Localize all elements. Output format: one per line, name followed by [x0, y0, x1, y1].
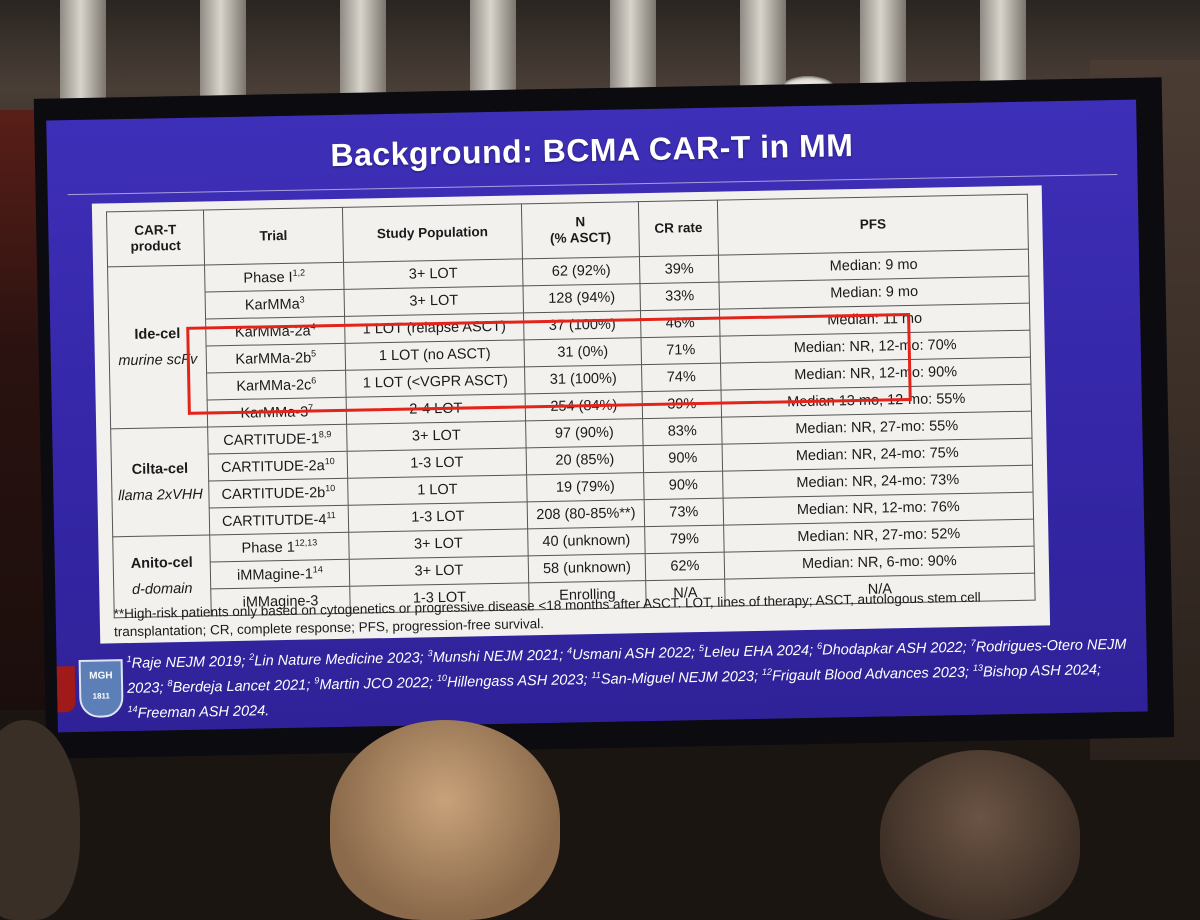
trial-name: CARTITUTDE-4 [222, 512, 327, 530]
reference-number: 12 [762, 667, 772, 677]
trial-ref: 1,2 [292, 268, 305, 278]
trial-ref: 10 [325, 456, 335, 466]
population-cell: 1 LOT [348, 475, 527, 505]
trial-name: KarMMa [245, 297, 300, 314]
reference-text: Martin JCO 2022; [319, 675, 437, 693]
presentation-slide: Background: BCMA CAR-T in MM CAR-T produ… [46, 100, 1148, 733]
reference-text: Raje NEJM 2019; [132, 654, 250, 672]
cr-rate-cell: 33% [640, 282, 720, 311]
header-product-line2: product [130, 238, 181, 254]
n-cell: 62 (92%) [522, 257, 639, 286]
trial-ref: 14 [313, 564, 323, 574]
reference-number: 10 [437, 673, 447, 683]
population-cell: 3+ LOT [344, 286, 523, 316]
logo-year: 1811 [81, 691, 121, 702]
reference-text: Leleu EHA 2024; [704, 643, 817, 661]
n-cell: 40 (unknown) [528, 527, 645, 556]
reference-text: Dhodapkar ASH 2022; [822, 640, 971, 659]
population-cell: 1-3 LOT [347, 448, 526, 478]
reference-text: Munshi NEJM 2021; [432, 647, 567, 666]
reference-number: 13 [973, 662, 983, 672]
audience-head [330, 720, 560, 920]
reference-number: 11 [591, 670, 601, 680]
trial-ref: 8,9 [319, 429, 332, 439]
cr-rate-cell: 39% [639, 255, 719, 284]
trial-cell: CARTITUDE-2a10 [208, 451, 347, 481]
n-cell: 128 (94%) [523, 284, 640, 313]
header-n: N (% ASCT) [521, 202, 639, 259]
trial-cell: iMMagine-114 [210, 559, 349, 589]
n-cell: 97 (90%) [526, 419, 643, 448]
trial-ref: 12,13 [295, 537, 318, 547]
n-cell: 58 (unknown) [528, 554, 645, 583]
product-cell: Cilta-cel llama 2xVHH [111, 427, 210, 537]
population-cell: 1-3 LOT [348, 502, 527, 532]
reference-text: Frigault Blood Advances 2023; [772, 664, 973, 684]
trial-ref: 11 [326, 510, 336, 520]
header-cr-rate: CR rate [638, 200, 718, 257]
logo-text: MGH [89, 670, 113, 681]
trial-name: Phase 1 [241, 540, 295, 557]
cr-rate-cell: 79% [645, 525, 725, 554]
reference-text: Lin Nature Medicine 2023; [254, 650, 428, 669]
trial-ref: 3 [300, 295, 305, 305]
product-name: Cilta-cel [132, 460, 189, 477]
audience-head [880, 750, 1080, 920]
product-name: Anito-cel [131, 555, 193, 572]
header-product: CAR-T product [106, 210, 204, 267]
reference-text: Usmani ASH 2022; [572, 645, 699, 663]
reference-number: 14 [127, 704, 137, 714]
header-n-line1: N [575, 214, 585, 229]
header-trial: Trial [203, 207, 343, 265]
header-population: Study Population [342, 204, 522, 262]
trial-cell: Phase I1,2 [205, 262, 344, 292]
mgh-shield-icon: MGH 1811 [79, 659, 124, 718]
trial-name: CARTITUDE-2b [221, 485, 325, 503]
n-cell: 20 (85%) [526, 446, 643, 475]
table-panel: CAR-T product Trial Study Population N (… [92, 185, 1050, 643]
cr-rate-cell: 73% [644, 498, 724, 527]
header-pfs: PFS [717, 194, 1028, 255]
cr-rate-cell: 90% [643, 444, 723, 473]
trial-cell: CARTITUDE-2b10 [209, 478, 348, 508]
header-n-line2: (% ASCT) [550, 230, 611, 246]
n-cell: 208 (80-85%**) [527, 500, 644, 529]
trial-cell: Phase 112,13 [210, 532, 349, 562]
trial-cell: KarMMa3 [205, 289, 344, 319]
reference-text: Freeman ASH 2024. [137, 703, 269, 722]
slide-title: Background: BCMA CAR-T in MM [47, 122, 1138, 180]
trial-name: CARTITUDE-2a [221, 458, 325, 476]
references: 1Raje NEJM 2019; 2Lin Nature Medicine 20… [126, 630, 1137, 724]
cr-rate-cell: 83% [643, 417, 723, 446]
population-cell: 3+ LOT [344, 259, 523, 289]
institution-logos: MGH 1811 [49, 659, 120, 720]
cr-rate-cell: 90% [644, 471, 724, 500]
trial-name: Phase I [243, 270, 292, 287]
population-cell: 3+ LOT [349, 556, 528, 586]
population-cell: 3+ LOT [349, 529, 528, 559]
reference-text: Bishop ASH 2024; [983, 662, 1101, 680]
trial-ref: 10 [325, 483, 335, 493]
population-cell: 3+ LOT [347, 421, 526, 451]
reference-text: Hillengass ASH 2023; [447, 672, 592, 691]
product-subtitle: llama 2xVHH [116, 484, 204, 506]
trial-name: CARTITUDE-1 [223, 431, 319, 449]
header-product-line1: CAR-T [134, 222, 176, 238]
highlight-box [186, 313, 912, 415]
reference-text: San-Miguel NEJM 2023; [601, 669, 762, 688]
trial-name: iMMagine-1 [237, 566, 313, 583]
trial-cell: CARTITUTDE-411 [209, 505, 348, 535]
product-name: Ide-cel [134, 325, 180, 342]
cr-rate-cell: 62% [645, 552, 725, 581]
product-subtitle: d-domain [118, 579, 206, 601]
reference-text: Berdeja Lancet 2021; [172, 677, 314, 696]
n-cell: 19 (79%) [527, 473, 644, 502]
trial-cell: CARTITUDE-18,9 [208, 424, 347, 454]
